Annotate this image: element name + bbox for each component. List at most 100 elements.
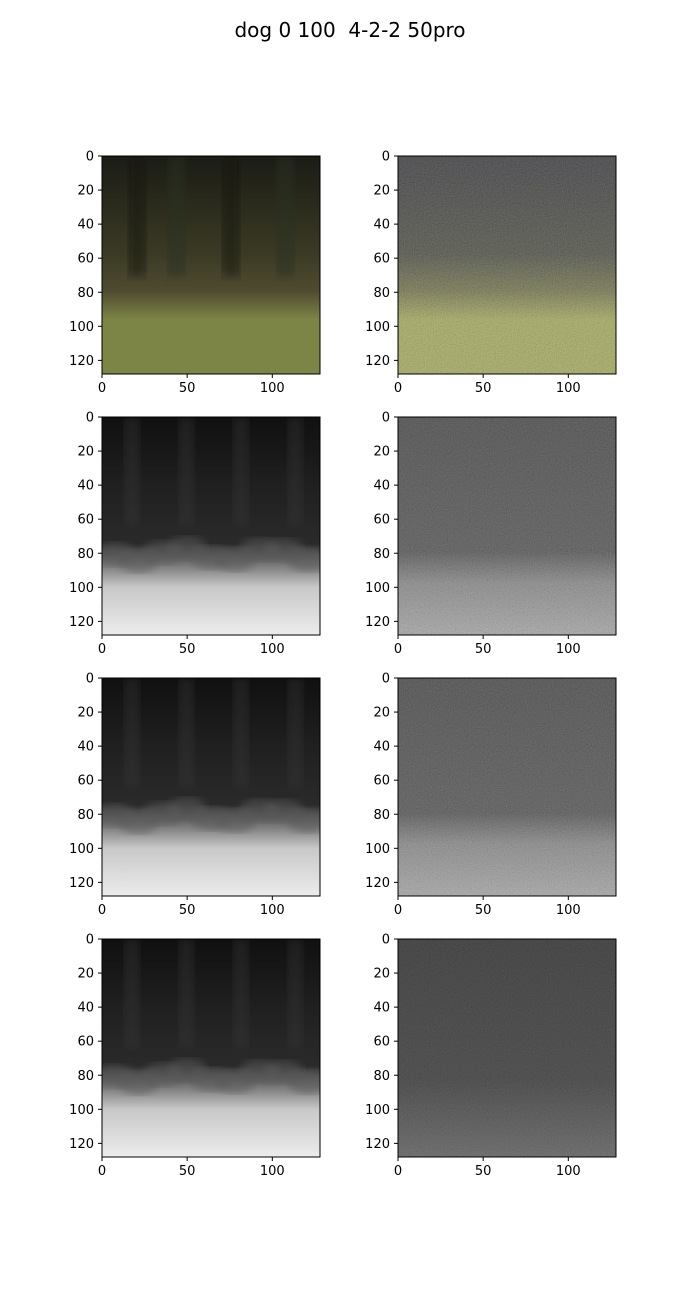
y-tick-label: 60	[77, 774, 94, 789]
x-tick-label: 100	[556, 642, 581, 657]
panel-image-r2c1	[102, 417, 320, 635]
x-tick-label: 50	[475, 1164, 492, 1179]
y-tick-label: 0	[86, 411, 94, 426]
x-tick-label: 50	[179, 903, 196, 918]
panel-image-r4c1	[102, 939, 320, 1157]
x-tick-label: 50	[179, 642, 196, 657]
axes-frame	[101, 677, 321, 897]
panel-image-r3c1	[102, 678, 320, 896]
y-tick-label: 100	[69, 320, 94, 335]
axes-frame	[397, 416, 617, 636]
x-tick-label: 0	[98, 903, 106, 918]
x-tick-label: 50	[475, 642, 492, 657]
y-tick-label: 120	[69, 1137, 94, 1152]
y-tick-label: 40	[373, 1001, 390, 1016]
y-tick-label: 100	[69, 1103, 94, 1118]
y-tick-label: 100	[365, 1103, 390, 1118]
x-tick-label: 0	[394, 642, 402, 657]
panel-r4c2: 0 50 100 0 20 40 60 80 100 120	[365, 933, 617, 1179]
y-tick-label: 0	[86, 150, 94, 165]
x-tick-label: 0	[394, 903, 402, 918]
y-tick-label: 20	[77, 967, 94, 982]
panel-image-r2c2	[398, 417, 616, 635]
y-tick-label: 20	[77, 445, 94, 460]
x-tick-label: 100	[556, 381, 581, 396]
x-tick-label: 0	[394, 381, 402, 396]
y-tick-label: 60	[373, 252, 390, 267]
y-tick-label: 60	[77, 252, 94, 267]
y-tick-label: 120	[69, 615, 94, 630]
axes-frame	[397, 938, 617, 1158]
x-tick-label: 0	[98, 642, 106, 657]
y-tick-label: 100	[365, 320, 390, 335]
y-tick-label: 80	[77, 547, 94, 562]
y-tick-label: 0	[382, 411, 390, 426]
y-tick-label: 120	[69, 876, 94, 891]
y-tick-label: 40	[373, 740, 390, 755]
y-tick-label: 120	[365, 876, 390, 891]
y-tick-label: 100	[365, 842, 390, 857]
y-tick-label: 20	[77, 184, 94, 199]
y-tick-label: 120	[365, 1137, 390, 1152]
y-tick-label: 100	[69, 581, 94, 596]
y-tick-label: 0	[382, 933, 390, 948]
panel-image-r1c1	[102, 156, 320, 374]
x-tick-label: 0	[98, 1164, 106, 1179]
x-tick-label: 100	[260, 1164, 285, 1179]
axes-frame	[101, 416, 321, 636]
x-tick-label: 100	[556, 903, 581, 918]
x-tick-label: 0	[394, 1164, 402, 1179]
axes-frame	[101, 155, 321, 375]
y-tick-label: 40	[77, 1001, 94, 1016]
panel-r4c1: 0 50 100 0 20 40 60 80 100 120	[69, 933, 321, 1179]
x-tick-label: 100	[260, 903, 285, 918]
panel-r2c1: 0 50 100 0 20 40 60 80 100 120	[69, 411, 321, 657]
axes-frame	[397, 677, 617, 897]
y-tick-label: 80	[373, 808, 390, 823]
y-tick-label: 20	[373, 967, 390, 982]
x-tick-label: 100	[260, 642, 285, 657]
x-tick-label: 100	[556, 1164, 581, 1179]
y-tick-label: 60	[373, 774, 390, 789]
x-tick-label: 50	[475, 381, 492, 396]
y-tick-label: 40	[77, 218, 94, 233]
y-tick-label: 80	[77, 1069, 94, 1084]
figure-title: dog 0 100 4-2-2 50pro	[234, 18, 466, 42]
y-tick-label: 80	[77, 808, 94, 823]
y-tick-label: 100	[69, 842, 94, 857]
panel-r2c2: 0 50 100 0 20 40 60 80 100 120	[365, 411, 617, 657]
y-tick-label: 60	[373, 1035, 390, 1050]
axes-frame	[101, 938, 321, 1158]
panel-image-r4c2	[398, 939, 616, 1157]
y-tick-label: 20	[373, 445, 390, 460]
y-tick-label: 0	[86, 933, 94, 948]
x-tick-label: 100	[260, 381, 285, 396]
y-tick-label: 80	[373, 1069, 390, 1084]
y-tick-label: 80	[373, 547, 390, 562]
y-tick-label: 60	[77, 1035, 94, 1050]
x-tick-label: 50	[475, 903, 492, 918]
y-tick-label: 120	[365, 354, 390, 369]
y-tick-label: 100	[365, 581, 390, 596]
y-tick-label: 80	[373, 286, 390, 301]
panel-r1c1: 0 50 100 0 20 40 60 80 100 120	[69, 150, 321, 396]
axes-frame	[397, 155, 617, 375]
y-tick-label: 40	[373, 218, 390, 233]
panel-r3c1: 0 50 100 0 20 40 60 80 100 120	[69, 672, 321, 918]
y-tick-label: 60	[373, 513, 390, 528]
y-tick-label: 20	[373, 184, 390, 199]
y-tick-label: 20	[373, 706, 390, 721]
panel-image-r3c2	[398, 678, 616, 896]
y-tick-label: 0	[382, 150, 390, 165]
y-tick-label: 0	[86, 672, 94, 687]
panel-image-r1c2	[398, 156, 616, 374]
y-tick-label: 60	[77, 513, 94, 528]
x-tick-label: 50	[179, 1164, 196, 1179]
panel-r1c2: 0 50 100 0 20 40 60 80 100 120	[365, 150, 617, 396]
panel-r3c2: 0 50 100 0 20 40 60 80 100 120	[365, 672, 617, 918]
y-tick-label: 40	[77, 740, 94, 755]
y-tick-label: 0	[382, 672, 390, 687]
x-tick-label: 0	[98, 381, 106, 396]
y-tick-label: 40	[77, 479, 94, 494]
